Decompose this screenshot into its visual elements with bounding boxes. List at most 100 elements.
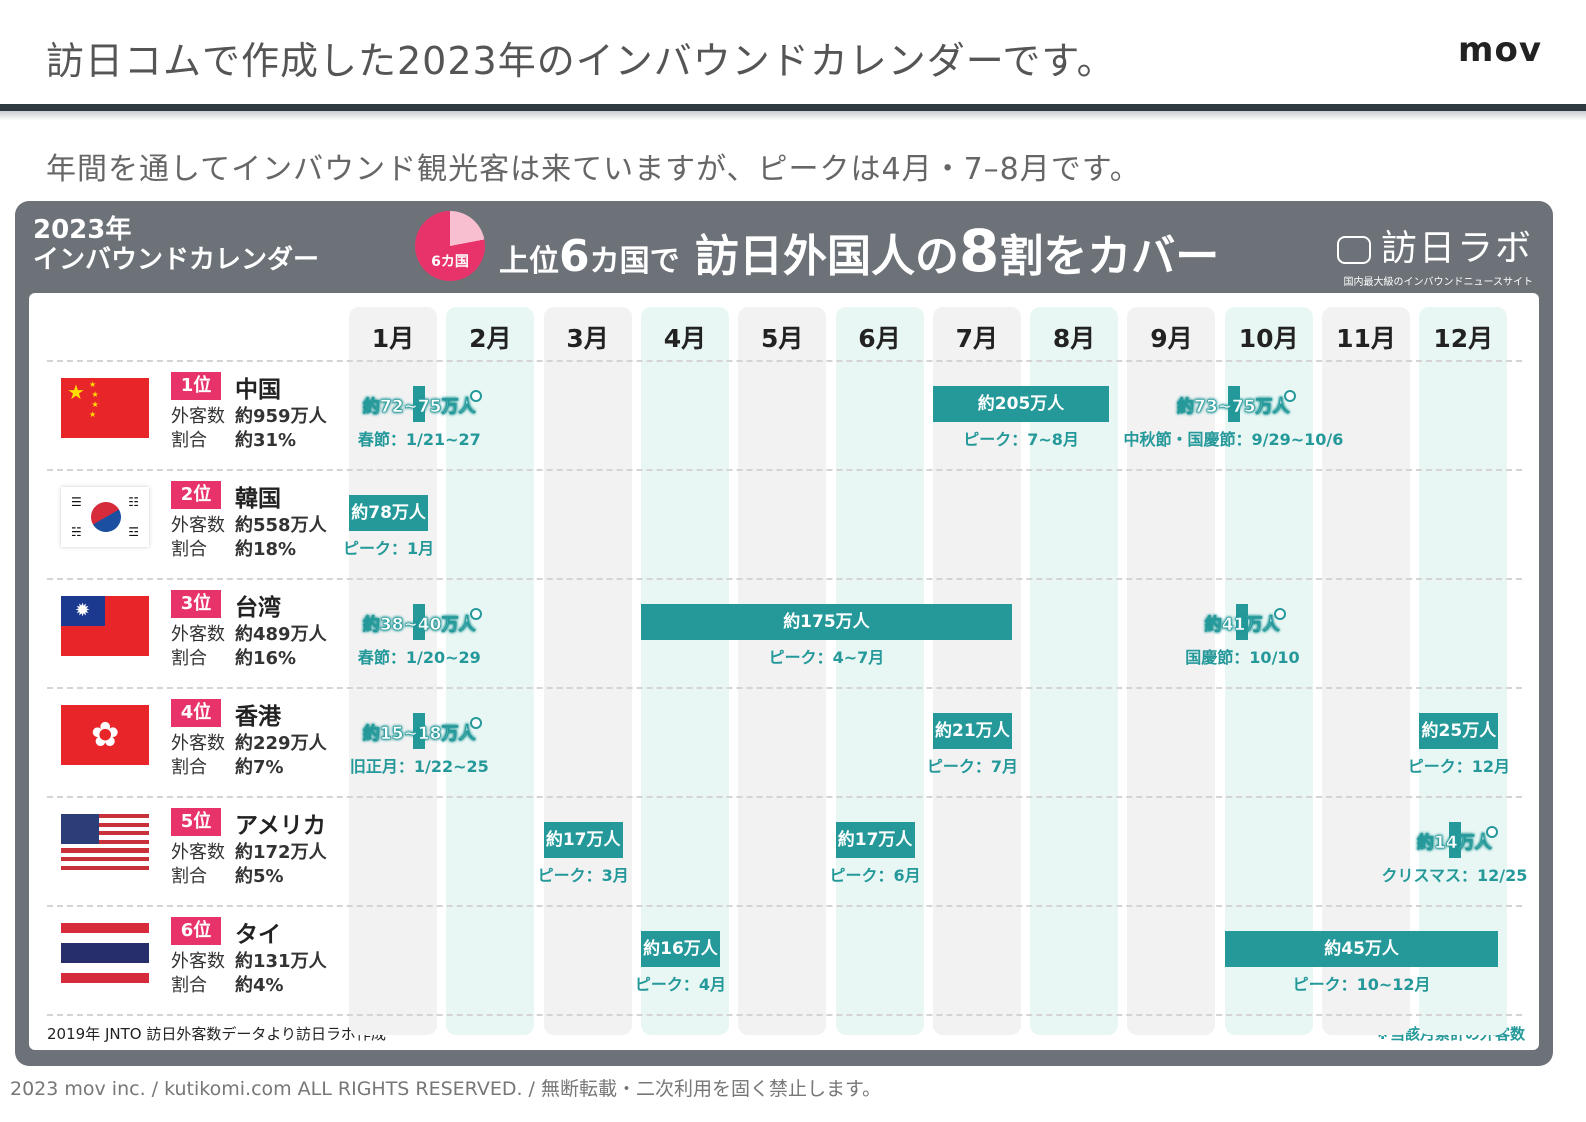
pin-icon xyxy=(1273,608,1286,620)
peak-bar: 約17万人 xyxy=(835,822,915,858)
visitors-value: 約558万人 xyxy=(235,515,327,536)
visitors-label: 外客数 xyxy=(171,624,225,645)
rank-badge: 3位 xyxy=(171,590,221,618)
share-label: 割合 xyxy=(171,866,207,887)
peak-bar: 約25万人 xyxy=(1419,713,1499,749)
row-divider xyxy=(47,905,1522,907)
korea-flag-icon: ☰ ☷ ☵ ☲ xyxy=(61,487,149,547)
event-marker xyxy=(413,713,426,749)
title-divider xyxy=(0,104,1586,111)
month-column xyxy=(835,307,924,1035)
peak-bar: 約205万人 xyxy=(932,386,1110,422)
brand-logo: mov xyxy=(1458,30,1542,70)
event-marker xyxy=(413,386,426,422)
peak-caption: ピーク：6月 xyxy=(829,866,921,885)
rank-badge: 6位 xyxy=(171,917,221,945)
event-count: 約14万人 xyxy=(1417,833,1492,854)
share-pie-icon: 6カ国 xyxy=(415,211,485,281)
calendar-title-name: インバウンドカレンダー xyxy=(33,245,320,275)
visitors-value: 約131万人 xyxy=(235,951,327,972)
event-count: 約73~75万人 xyxy=(1177,397,1290,418)
calendar-panel: 2023年 インバウンドカレンダー 6カ国 上位6カ国で 訪日外国人の8割をカバ… xyxy=(15,201,1553,1066)
visitors-label: 外客数 xyxy=(171,842,225,863)
peak-caption: ピーク：7月 xyxy=(926,757,1018,776)
month-column xyxy=(1127,307,1216,1035)
peak-bar: 約21万人 xyxy=(932,713,1012,749)
logo-mark-icon xyxy=(1336,236,1371,264)
calendar-title: 2023年 インバウンドカレンダー xyxy=(33,215,319,275)
china-flag-icon: ★ ★ ★ ★ ★ xyxy=(61,378,149,438)
peak-caption: ピーク：10~12月 xyxy=(1292,975,1431,994)
country-name: 韓国 xyxy=(235,486,281,512)
thailand-flag-icon xyxy=(61,923,149,983)
visitors-label: 外客数 xyxy=(171,515,225,536)
peak-caption: ピーク：4~7月 xyxy=(768,648,885,667)
month-column xyxy=(1419,307,1508,1035)
event-marker xyxy=(1448,822,1461,858)
month-header: 10月 xyxy=(1238,324,1299,353)
event-count: 約15~18万人 xyxy=(362,724,476,745)
event-caption: 中秋節・国慶節：9/29~10/6 xyxy=(1123,430,1344,449)
month-header: 3月 xyxy=(566,324,609,353)
share-value: 約4% xyxy=(235,975,284,996)
pin-icon xyxy=(469,390,482,402)
month-column xyxy=(349,307,437,1035)
event-marker xyxy=(1236,604,1249,640)
peak-bar: 約78万人 xyxy=(349,495,429,531)
share-label: 割合 xyxy=(171,757,207,778)
rank-badge: 5位 xyxy=(171,808,221,836)
row-divider xyxy=(47,578,1522,580)
pin-icon xyxy=(469,717,482,729)
peak-bar: 約45万人 xyxy=(1224,931,1499,967)
visitors-value: 約229万人 xyxy=(235,733,327,754)
row-divider xyxy=(47,796,1522,798)
month-header: 6月 xyxy=(858,324,901,353)
logo-name: 訪日ラボ xyxy=(1380,228,1533,269)
taiwan-flag-icon: ✹ xyxy=(61,596,149,656)
month-column xyxy=(738,307,827,1035)
month-header: 1月 xyxy=(371,324,415,353)
month-column xyxy=(1224,307,1313,1035)
logo-tagline: 国内最大級のインバウンドニュースサイト xyxy=(1343,277,1534,288)
event-caption: 春節：1/20~29 xyxy=(357,648,481,667)
event-count: 約38~40万人 xyxy=(362,615,476,636)
share-label: 割合 xyxy=(171,430,207,451)
month-column xyxy=(543,307,632,1035)
peak-caption: ピーク：3月 xyxy=(537,866,629,885)
share-label: 割合 xyxy=(171,975,207,996)
rank-badge: 4位 xyxy=(171,699,221,727)
headline-part: 8 xyxy=(958,217,1000,285)
event-count: 約41万人 xyxy=(1204,615,1280,636)
country-name: 中国 xyxy=(235,377,281,403)
event-caption: 旧正月：1/22~25 xyxy=(349,757,489,776)
share-value: 約31% xyxy=(235,430,297,451)
slide-title: 訪日コムで作成した2023年のインバウンドカレンダーです。 xyxy=(46,39,1116,83)
share-label: 割合 xyxy=(171,539,207,560)
visitors-value: 約172万人 xyxy=(235,842,327,863)
rank-badge: 1位 xyxy=(171,372,221,400)
country-name: タイ xyxy=(235,922,281,948)
event-caption: 春節：1/21~27 xyxy=(357,430,481,449)
calendar-title-year: 2023年 xyxy=(33,215,132,245)
share-value: 約7% xyxy=(235,757,284,778)
event-marker xyxy=(1227,386,1240,422)
headline-part: 訪日外国人の xyxy=(694,231,959,282)
month-header: 9月 xyxy=(1150,324,1193,353)
month-column xyxy=(932,307,1021,1035)
country-name: アメリカ xyxy=(235,813,326,839)
headline-part: カ国で xyxy=(589,244,680,279)
month-header: 12月 xyxy=(1433,324,1494,353)
country-name: 香港 xyxy=(235,704,281,730)
event-marker xyxy=(413,604,426,640)
share-value: 約18% xyxy=(235,539,297,560)
copyright-footer: 2023 mov inc. / kutikomi.com ALL RIGHTS … xyxy=(10,1078,882,1100)
calendar-grid: 2019年 JNTO 訪日外客数データより訪日ラボ作成 ※当該月累計の外客数 1… xyxy=(29,293,1539,1050)
share-label: 割合 xyxy=(171,648,207,669)
month-header: 11月 xyxy=(1336,324,1396,353)
row-divider xyxy=(47,1014,1522,1016)
pin-icon xyxy=(1284,390,1296,402)
pin-icon xyxy=(469,608,482,620)
share-value: 約5% xyxy=(235,866,284,887)
headline: 上位6カ国で 訪日外国人の8割をカバー xyxy=(499,217,1219,285)
pie-label: 6カ国 xyxy=(431,254,469,270)
